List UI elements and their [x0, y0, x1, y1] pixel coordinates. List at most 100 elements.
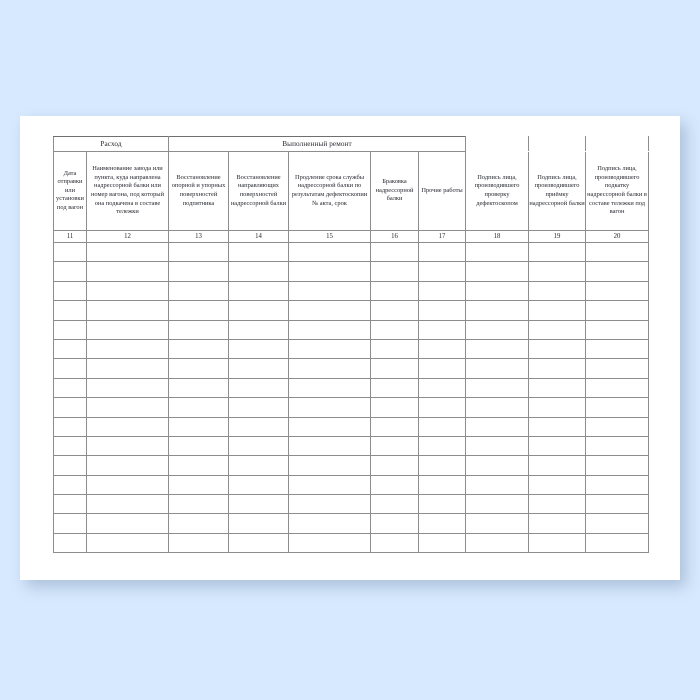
- table-cell[interactable]: [465, 377, 530, 399]
- table-cell[interactable]: [228, 397, 289, 418]
- table-cell[interactable]: [228, 358, 289, 379]
- table-cell[interactable]: [53, 338, 87, 360]
- table-cell[interactable]: [465, 474, 530, 496]
- table-cell[interactable]: [528, 494, 587, 515]
- table-cell[interactable]: [228, 319, 289, 340]
- table-cell[interactable]: [86, 513, 169, 534]
- table-cell[interactable]: [86, 474, 169, 496]
- table-cell[interactable]: [370, 241, 419, 263]
- table-cell[interactable]: [86, 280, 169, 302]
- table-cell[interactable]: [168, 397, 229, 418]
- table-cell[interactable]: [585, 513, 650, 534]
- table-cell[interactable]: [465, 397, 530, 418]
- table-cell[interactable]: [585, 338, 650, 360]
- table-cell[interactable]: [370, 494, 419, 515]
- table-cell[interactable]: [288, 494, 371, 515]
- table-cell[interactable]: [465, 280, 530, 302]
- table-cell[interactable]: [465, 513, 530, 534]
- table-cell[interactable]: [585, 241, 650, 263]
- table-cell[interactable]: [528, 319, 587, 340]
- table-cell[interactable]: [168, 494, 229, 515]
- table-cell[interactable]: [168, 474, 229, 496]
- table-cell[interactable]: [585, 280, 650, 302]
- table-cell[interactable]: [228, 494, 289, 515]
- table-cell[interactable]: [288, 319, 371, 340]
- table-cell[interactable]: [465, 358, 530, 379]
- table-cell[interactable]: [417, 338, 467, 360]
- table-cell[interactable]: [417, 416, 467, 437]
- table-cell[interactable]: [288, 513, 371, 534]
- table-cell[interactable]: [53, 377, 87, 399]
- table-cell[interactable]: [417, 261, 467, 282]
- table-cell[interactable]: [370, 435, 419, 457]
- table-cell[interactable]: [585, 435, 650, 457]
- table-cell[interactable]: [86, 300, 169, 321]
- table-cell[interactable]: [585, 300, 650, 321]
- table-cell[interactable]: [585, 261, 650, 282]
- table-cell[interactable]: [528, 358, 587, 379]
- table-cell[interactable]: [585, 416, 650, 437]
- table-cell[interactable]: [228, 377, 289, 399]
- table-cell[interactable]: [417, 358, 467, 379]
- table-cell[interactable]: [528, 513, 587, 534]
- table-cell[interactable]: [53, 319, 87, 340]
- table-cell[interactable]: [288, 358, 371, 379]
- table-cell[interactable]: [86, 241, 169, 263]
- table-cell[interactable]: [465, 338, 530, 360]
- table-cell[interactable]: [288, 280, 371, 302]
- table-cell[interactable]: [465, 241, 530, 263]
- table-cell[interactable]: [168, 455, 229, 476]
- table-cell[interactable]: [417, 532, 467, 554]
- table-cell[interactable]: [417, 474, 467, 496]
- table-cell[interactable]: [528, 455, 587, 476]
- table-cell[interactable]: [528, 474, 587, 496]
- table-cell[interactable]: [168, 319, 229, 340]
- table-cell[interactable]: [288, 435, 371, 457]
- table-cell[interactable]: [465, 435, 530, 457]
- table-cell[interactable]: [528, 416, 587, 437]
- table-cell[interactable]: [288, 455, 371, 476]
- table-cell[interactable]: [417, 494, 467, 515]
- table-cell[interactable]: [585, 532, 650, 554]
- table-cell[interactable]: [228, 261, 289, 282]
- table-cell[interactable]: [417, 280, 467, 302]
- table-cell[interactable]: [370, 261, 419, 282]
- table-cell[interactable]: [53, 241, 87, 263]
- table-cell[interactable]: [168, 416, 229, 437]
- table-cell[interactable]: [585, 494, 650, 515]
- table-cell[interactable]: [168, 358, 229, 379]
- table-cell[interactable]: [86, 338, 169, 360]
- table-cell[interactable]: [53, 494, 87, 515]
- table-cell[interactable]: [417, 435, 467, 457]
- table-cell[interactable]: [288, 532, 371, 554]
- table-cell[interactable]: [53, 455, 87, 476]
- table-cell[interactable]: [228, 435, 289, 457]
- table-cell[interactable]: [417, 319, 467, 340]
- table-cell[interactable]: [370, 416, 419, 437]
- table-cell[interactable]: [417, 377, 467, 399]
- table-cell[interactable]: [528, 280, 587, 302]
- table-cell[interactable]: [86, 397, 169, 418]
- table-cell[interactable]: [370, 338, 419, 360]
- table-cell[interactable]: [528, 435, 587, 457]
- table-cell[interactable]: [86, 455, 169, 476]
- table-cell[interactable]: [86, 532, 169, 554]
- table-cell[interactable]: [370, 532, 419, 554]
- table-cell[interactable]: [465, 261, 530, 282]
- table-cell[interactable]: [528, 338, 587, 360]
- table-cell[interactable]: [228, 513, 289, 534]
- table-cell[interactable]: [417, 397, 467, 418]
- table-cell[interactable]: [53, 300, 87, 321]
- table-cell[interactable]: [528, 377, 587, 399]
- table-cell[interactable]: [370, 300, 419, 321]
- table-cell[interactable]: [370, 280, 419, 302]
- table-cell[interactable]: [528, 300, 587, 321]
- table-cell[interactable]: [86, 377, 169, 399]
- table-cell[interactable]: [288, 300, 371, 321]
- table-cell[interactable]: [86, 358, 169, 379]
- table-cell[interactable]: [417, 513, 467, 534]
- table-cell[interactable]: [168, 532, 229, 554]
- table-cell[interactable]: [86, 319, 169, 340]
- table-cell[interactable]: [228, 300, 289, 321]
- table-cell[interactable]: [288, 261, 371, 282]
